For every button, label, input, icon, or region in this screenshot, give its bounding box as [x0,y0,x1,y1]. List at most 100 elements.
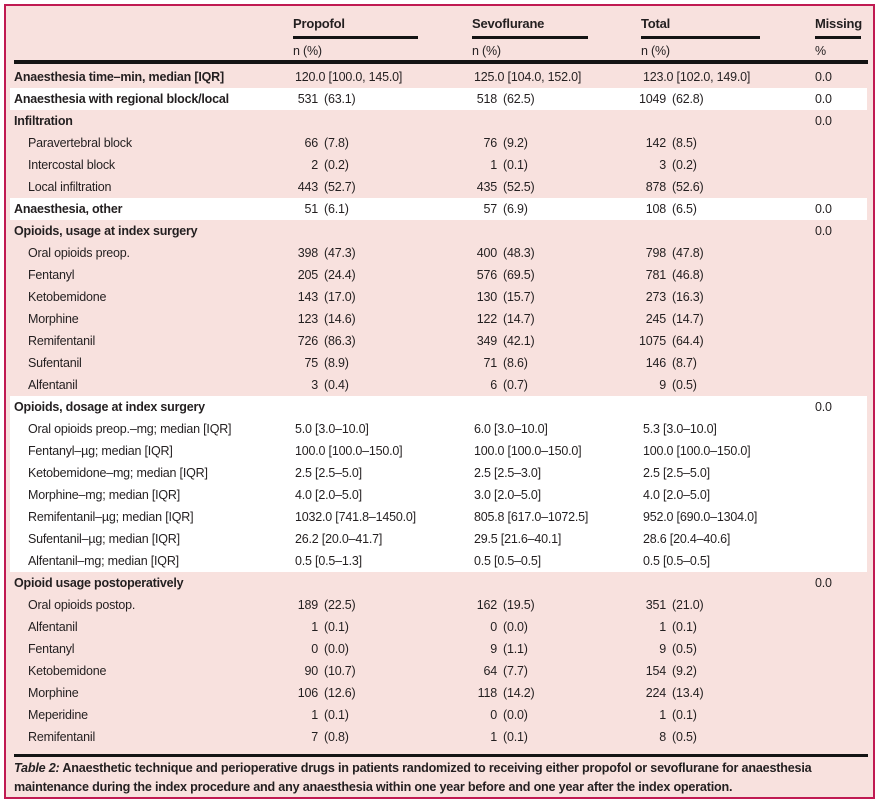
cell-missing: 0.0 [815,114,832,128]
cell-value: 6.0 [3.0–10.0] [474,422,548,436]
cell-percent: (8.9) [324,356,349,370]
cell-percent: (6.1) [324,202,349,216]
row-label: Opioids, usage at index surgery [14,224,198,238]
cell-percent: (62.5) [503,92,535,106]
cell-percent: (62.8) [672,92,704,106]
cell-count: 7 [311,730,318,744]
cell-missing: 0.0 [815,400,832,414]
cell-percent: (19.5) [503,598,535,612]
cell-percent: (0.8) [324,730,349,744]
cell-percent: (0.1) [672,708,697,722]
highlight-band [10,198,867,220]
row-label: Alfentanil [28,378,78,392]
row-label: Paravertebral block [28,136,132,150]
table-row: Opioid usage postoperatively 0.0 [6,572,873,594]
cell-count: 0 [490,620,497,634]
cell-percent: (64.4) [672,334,704,348]
caption-text: Anaesthetic technique and perioperative … [14,761,812,794]
table-row: Ketobemidone–mg; median [IQR] 2.5 [2.5–5.… [6,462,873,484]
cell-count: 122 [476,312,497,326]
row-label: Oral opioids preop.–mg; median [IQR] [28,422,232,436]
cell-count: 1 [659,620,666,634]
highlight-band [10,88,867,110]
cell-count: 1 [659,708,666,722]
cell-count: 1 [311,708,318,722]
cell-percent: (8.6) [503,356,528,370]
cell-count: 1 [490,158,497,172]
cell-count: 398 [297,246,318,260]
cell-count: 64 [483,664,497,678]
header-underline [472,36,588,39]
cell-percent: (0.0) [324,642,349,656]
cell-count: 142 [645,136,666,150]
cell-percent: (9.2) [672,664,697,678]
cell-percent: (1.1) [503,642,528,656]
header-rule [14,60,868,64]
table-row: Alfentanil–mg; median [IQR] 0.5 [0.5–1.3]… [6,550,873,572]
row-label: Meperidine [28,708,88,722]
table-row: Oral opioids preop. 398 (47.3) 400 (48.3) 798… [6,242,873,264]
cell-percent: (0.2) [324,158,349,172]
cell-missing: 0.0 [815,576,832,590]
cell-count: 205 [297,268,318,282]
row-label: Alfentanil–mg; median [IQR] [28,554,179,568]
cell-percent: (17.0) [324,290,356,304]
cell-value: 5.0 [3.0–10.0] [295,422,369,436]
row-label: Remifentanil–µg; median [IQR] [28,510,194,524]
cell-percent: (21.0) [672,598,704,612]
cell-percent: (9.2) [503,136,528,150]
anaesthesia-drugs-table: Propofol n (%) Sevoflurane n (%) Total n… [4,4,875,799]
table-row: Ketobemidone 143 (17.0) 130 (15.7) 273 (16.3) [6,286,873,308]
cell-value: 29.5 [21.6–40.1] [474,532,562,546]
column-subheader: n (%) [472,44,501,58]
cell-value: 1032.0 [741.8–1450.0] [295,510,416,524]
cell-percent: (63.1) [324,92,356,106]
cell-percent: (0.5) [672,642,697,656]
cell-count: 273 [645,290,666,304]
cell-percent: (0.5) [672,378,697,392]
cell-percent: (14.2) [503,686,535,700]
row-label: Fentanyl–µg; median [IQR] [28,444,173,458]
cell-value: 2.5 [2.5–5.0] [643,466,710,480]
cell-percent: (0.1) [503,730,528,744]
cell-percent: (0.7) [503,378,528,392]
row-label: Alfentanil [28,620,78,634]
cell-percent: (0.0) [503,620,528,634]
cell-count: 118 [477,686,498,700]
cell-value: 4.0 [2.0–5.0] [643,488,710,502]
cell-count: 106 [297,686,318,700]
cell-percent: (12.6) [324,686,356,700]
cell-count: 3 [311,378,318,392]
cell-value: 100.0 [100.0–150.0] [474,444,582,458]
table-row: Meperidine 1 (0.1) 0 (0.0) 1 (0.1) [6,704,873,726]
cell-value: 100.0 [100.0–150.0] [295,444,403,458]
cell-count: 878 [645,180,666,194]
cell-percent: (0.0) [503,708,528,722]
cell-count: 781 [645,268,666,282]
cell-count: 146 [645,356,666,370]
column-subheader: n (%) [293,44,322,58]
table-row: Oral opioids postop. 189 (22.5) 162 (19.5) 35… [6,594,873,616]
row-label: Ketobemidone [28,664,107,678]
table-row: Paravertebral block 66 (7.8) 76 (9.2) 142 (8.5… [6,132,873,154]
row-label: Ketobemidone–mg; median [IQR] [28,466,208,480]
cell-count: 75 [304,356,318,370]
cell-percent: (0.2) [672,158,697,172]
footer-rule [14,754,868,757]
table-row: Fentanyl 205 (24.4) 576 (69.5) 781 (46.8) [6,264,873,286]
cell-percent: (14.7) [672,312,704,326]
table-row: Morphine 106 (12.6) 118 (14.2) 224 (13.4) [6,682,873,704]
cell-percent: (52.7) [324,180,356,194]
cell-percent: (13.4) [672,686,704,700]
row-label: Opioid usage postoperatively [14,576,184,590]
cell-percent: (0.1) [324,620,349,634]
cell-percent: (7.7) [503,664,528,678]
cell-count: 154 [645,664,666,678]
row-label: Intercostal block [28,158,115,172]
column-header-label: Propofol [293,16,345,31]
cell-missing: 0.0 [815,92,832,106]
cell-count: 726 [297,334,318,348]
cell-percent: (46.8) [672,268,704,282]
cell-count: 130 [476,290,497,304]
cell-count: 51 [304,202,318,216]
